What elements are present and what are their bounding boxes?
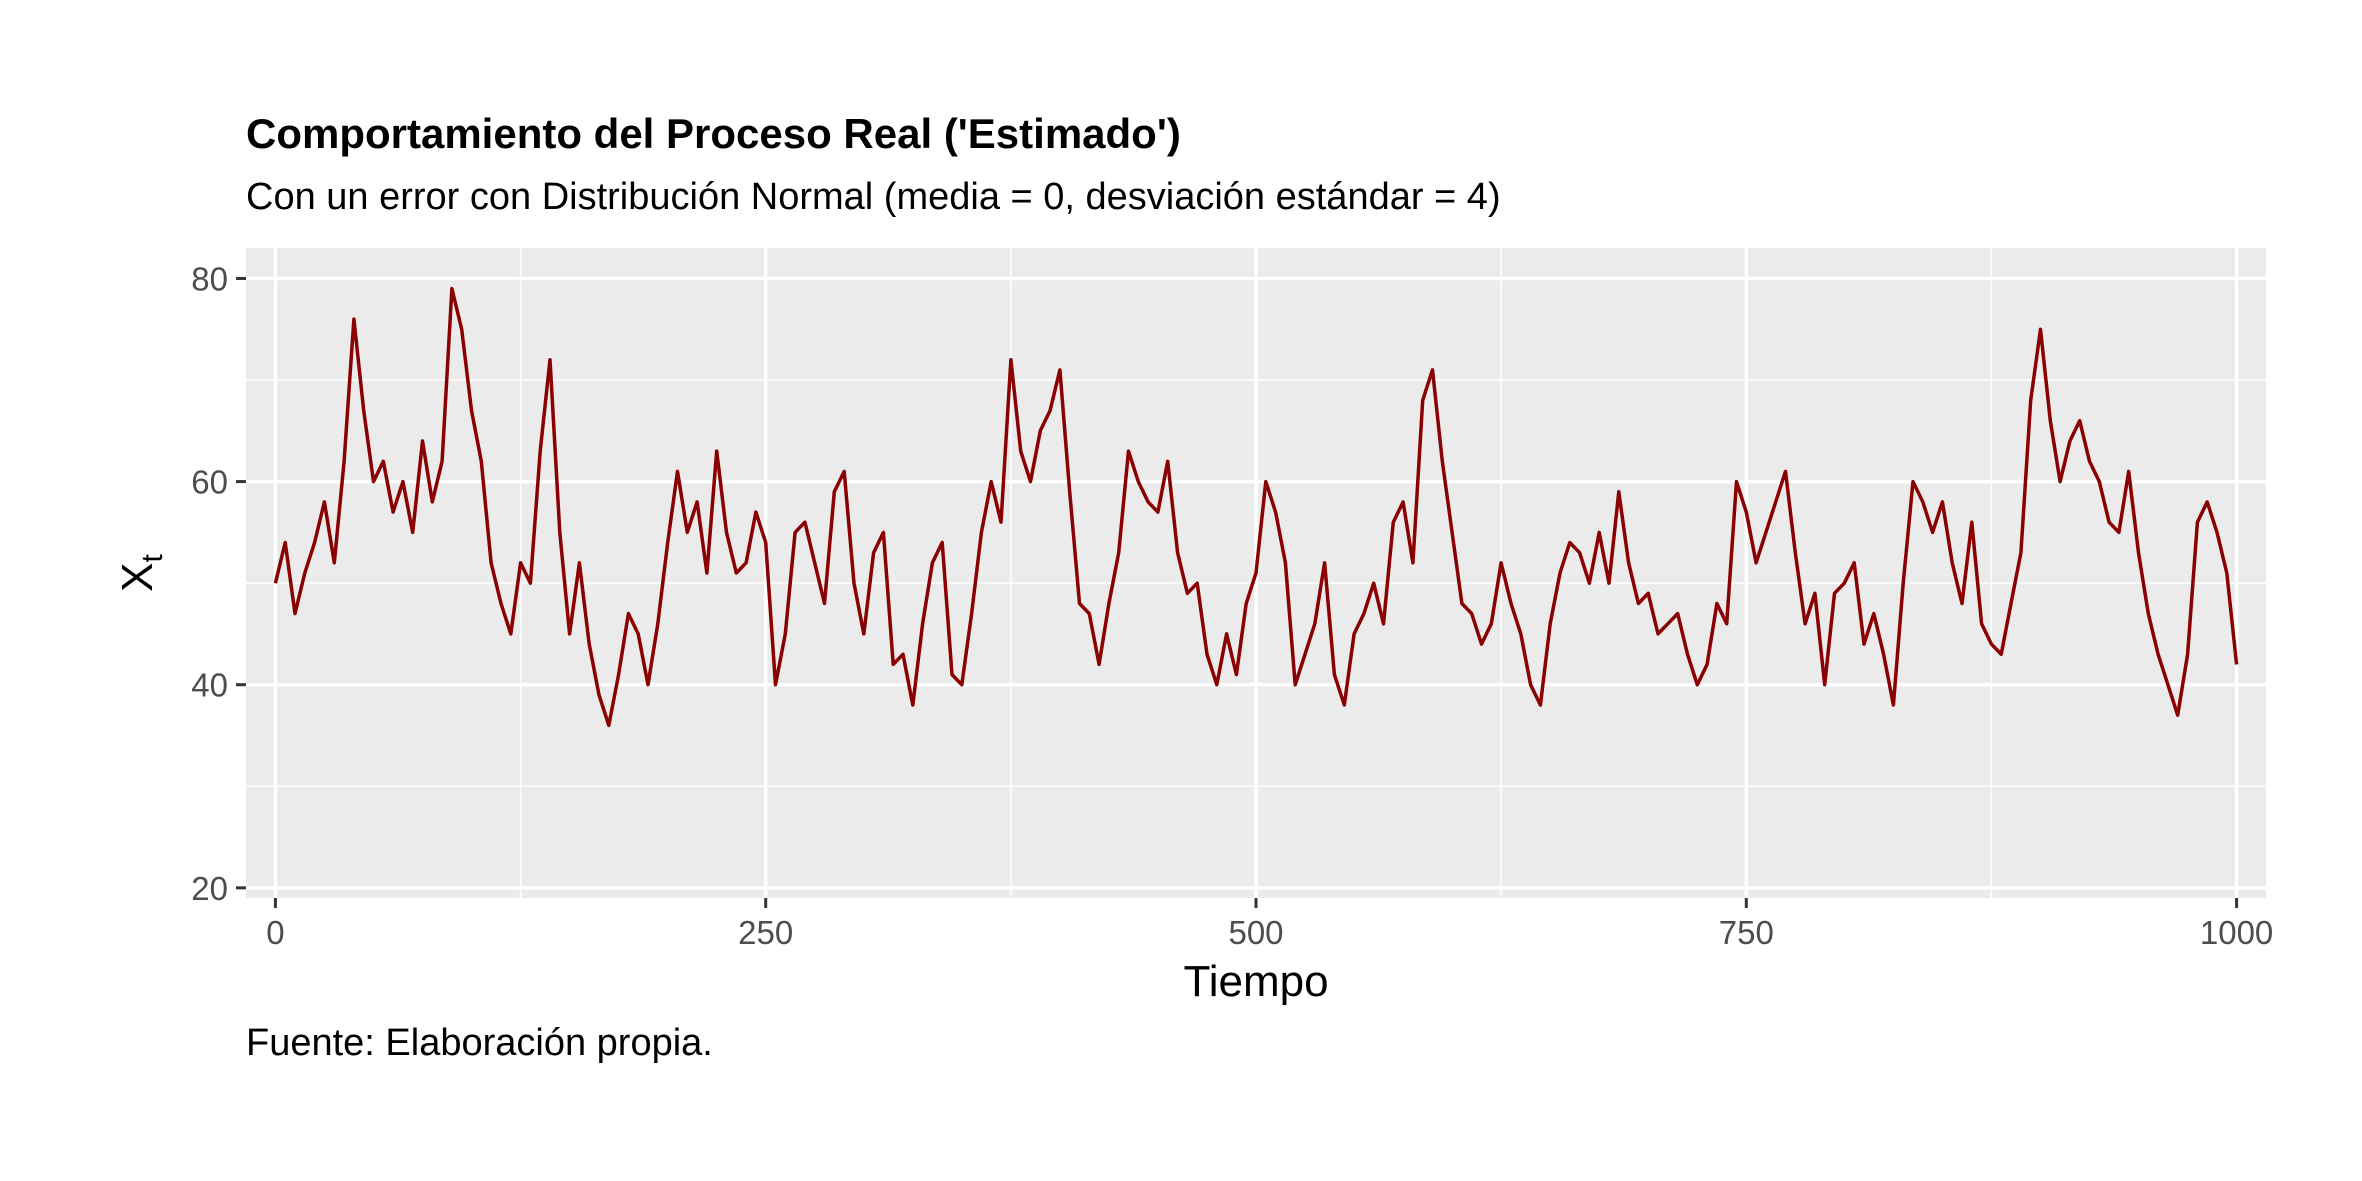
series-layer <box>273 286 2239 728</box>
x-tick-label: 1000 <box>2200 914 2273 951</box>
x-axis-title: Tiempo <box>1183 957 1328 1006</box>
x-tick-label: 750 <box>1719 914 1774 951</box>
chart-subtitle: Con un error con Distribución Normal (me… <box>246 176 1501 218</box>
x-tick-label: 500 <box>1228 914 1283 951</box>
y-tick-label: 40 <box>191 667 228 704</box>
x-tick-label: 250 <box>738 914 793 951</box>
y-axis-title-subscript: t <box>136 553 169 562</box>
y-tick-label: 20 <box>191 870 228 907</box>
tick-labels: 0 250 500 750 1000 20 40 60 80 <box>191 260 2273 951</box>
chart-title: Comportamiento del Proceso Real ('Estima… <box>246 110 1181 157</box>
y-axis-title: Xt <box>113 553 169 591</box>
y-axis-title-main: X <box>113 562 162 591</box>
series-line <box>273 286 2239 728</box>
y-tick-label: 60 <box>191 464 228 501</box>
y-tick-label: 80 <box>191 260 228 297</box>
x-tick-label: 0 <box>266 914 284 951</box>
major-gridlines <box>246 248 2266 898</box>
chart-caption: Fuente: Elaboración propia. <box>246 1022 713 1064</box>
axis-ticks <box>236 276 2239 908</box>
